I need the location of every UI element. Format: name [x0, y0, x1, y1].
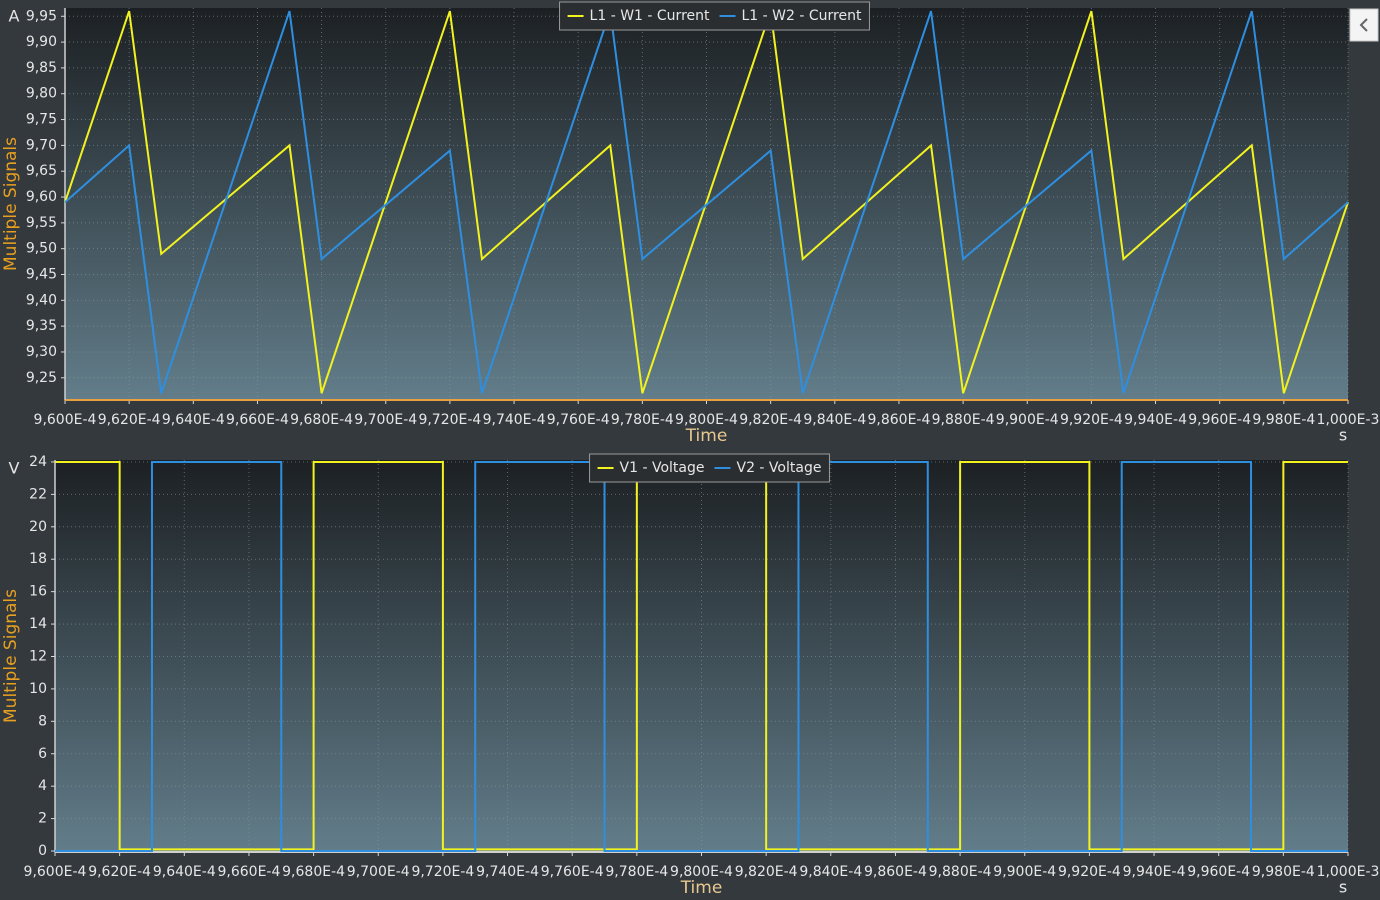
- y-tick-label: 9,50: [26, 241, 57, 257]
- x-tick-label: 9,840E-4: [803, 412, 866, 428]
- series-line: [55, 460, 1348, 853]
- x-tick-label: 9,660E-4: [226, 412, 289, 428]
- x-tick-label: 9,740E-4: [476, 864, 539, 880]
- x-tick-label: 9,820E-4: [739, 412, 802, 428]
- button-frame[interactable]: [1349, 8, 1379, 42]
- y-tick-label: 14: [29, 616, 47, 632]
- x-tick-label: 9,600E-4: [34, 412, 97, 428]
- x-tick-label: 9,720E-4: [411, 864, 474, 880]
- y-tick-label: 9,40: [26, 292, 57, 308]
- y-tick-label: 20: [29, 519, 47, 535]
- series-line: [64, 10, 1349, 394]
- x-tick-label: 9,940E-4: [1123, 864, 1186, 880]
- x-tick-label: 9,900E-4: [996, 412, 1059, 428]
- legend-label: L1 - W2 - Current: [742, 8, 862, 24]
- x-unit: s: [1339, 878, 1347, 897]
- x-tick-label: 9,860E-4: [868, 412, 931, 428]
- x-tick-label: 9,880E-4: [932, 412, 995, 428]
- x-tick-label: 9,620E-4: [88, 864, 151, 880]
- x-tick-label: 9,740E-4: [483, 412, 546, 428]
- y-tick-label: 22: [29, 486, 47, 502]
- x-tick-label: 9,980E-4: [1252, 412, 1315, 428]
- x-tick-label: 1,000E-3: [1317, 412, 1380, 428]
- series-line: [64, 10, 1349, 394]
- y-tick-label: 9,30: [26, 344, 57, 360]
- y-tick-label: 9,25: [26, 370, 57, 386]
- y-tick-label: 9,95: [26, 8, 57, 24]
- y-tick-label: 9,60: [26, 189, 57, 205]
- y-tick-label: 0: [38, 843, 47, 859]
- y-tick-label: 8: [38, 713, 47, 729]
- x-tick-label: 9,880E-4: [929, 864, 992, 880]
- legend-label: V2 - Voltage: [737, 460, 822, 476]
- y-tick-label: 10: [29, 681, 47, 697]
- x-tick-label: 9,960E-4: [1188, 412, 1251, 428]
- y-tick-label: 16: [29, 584, 47, 600]
- y-axis-title: Multiple Signals: [1, 137, 21, 271]
- y-tick-label: 24: [29, 454, 47, 470]
- x-axis-title: Time: [680, 878, 723, 898]
- y-tick-label: 9,80: [26, 86, 57, 102]
- x-tick-label: 9,860E-4: [864, 864, 927, 880]
- x-tick-label: 9,760E-4: [541, 864, 604, 880]
- legend: L1 - W1 - Current L1 - W2 - Current: [559, 1, 870, 31]
- x-tick-label: 9,960E-4: [1187, 864, 1250, 880]
- legend-box: [559, 1, 870, 31]
- x-tick-label: 9,820E-4: [735, 864, 798, 880]
- x-tick-label: 9,800E-4: [670, 864, 733, 880]
- x-tick-label: 9,620E-4: [98, 412, 161, 428]
- x-tick-label: 9,600E-4: [24, 864, 87, 880]
- x-unit: s: [1339, 426, 1347, 445]
- y-tick-label: 6: [38, 746, 47, 762]
- x-tick-label: 9,700E-4: [347, 864, 410, 880]
- legend: V1 - Voltage V2 - Voltage: [589, 453, 830, 483]
- y-tick-label: 9,55: [26, 215, 57, 231]
- y-tick-label: 9,45: [26, 266, 57, 282]
- x-tick-label: 9,720E-4: [418, 412, 481, 428]
- legend-label: V1 - Voltage: [620, 460, 705, 476]
- x-tick-label: 9,920E-4: [1058, 864, 1121, 880]
- y-unit: V: [9, 459, 20, 478]
- y-tick-label: 9,90: [26, 34, 57, 50]
- y-tick-label: 9,75: [26, 112, 57, 128]
- x-tick-label: 1,000E-3: [1317, 864, 1380, 880]
- legend-label: L1 - W1 - Current: [590, 8, 710, 24]
- x-tick-label: 9,800E-4: [675, 412, 738, 428]
- chevron-icon: [1359, 18, 1368, 32]
- x-tick-label: 9,640E-4: [162, 412, 225, 428]
- y-tick-label: 9,85: [26, 60, 57, 76]
- x-tick-label: 9,980E-4: [1252, 864, 1315, 880]
- x-tick-label: 9,780E-4: [611, 412, 674, 428]
- x-axis-title: Time: [685, 426, 728, 446]
- y-tick-label: 9,70: [26, 137, 57, 153]
- x-tick-label: 9,900E-4: [993, 864, 1056, 880]
- y-tick-label: 2: [38, 811, 47, 827]
- x-tick-label: 9,680E-4: [282, 864, 345, 880]
- y-tick-label: 12: [29, 648, 47, 664]
- x-tick-label: 9,920E-4: [1060, 412, 1123, 428]
- x-tick-label: 9,640E-4: [153, 864, 216, 880]
- y-unit: A: [9, 7, 20, 26]
- y-tick-label: 4: [38, 778, 47, 794]
- collapse-button[interactable]: [1349, 8, 1379, 42]
- x-tick-label: 9,680E-4: [290, 412, 353, 428]
- x-tick-label: 9,700E-4: [354, 412, 417, 428]
- x-tick-label: 9,760E-4: [547, 412, 610, 428]
- x-tick-label: 9,780E-4: [605, 864, 668, 880]
- x-tick-label: 9,940E-4: [1124, 412, 1187, 428]
- x-tick-label: 9,840E-4: [799, 864, 862, 880]
- legend-box: [589, 453, 830, 483]
- y-axis-title: Multiple Signals: [1, 589, 21, 723]
- y-tick-label: 18: [29, 551, 47, 567]
- y-tick-label: 9,65: [26, 163, 57, 179]
- x-tick-label: 9,660E-4: [218, 864, 281, 880]
- y-tick-label: 9,35: [26, 318, 57, 334]
